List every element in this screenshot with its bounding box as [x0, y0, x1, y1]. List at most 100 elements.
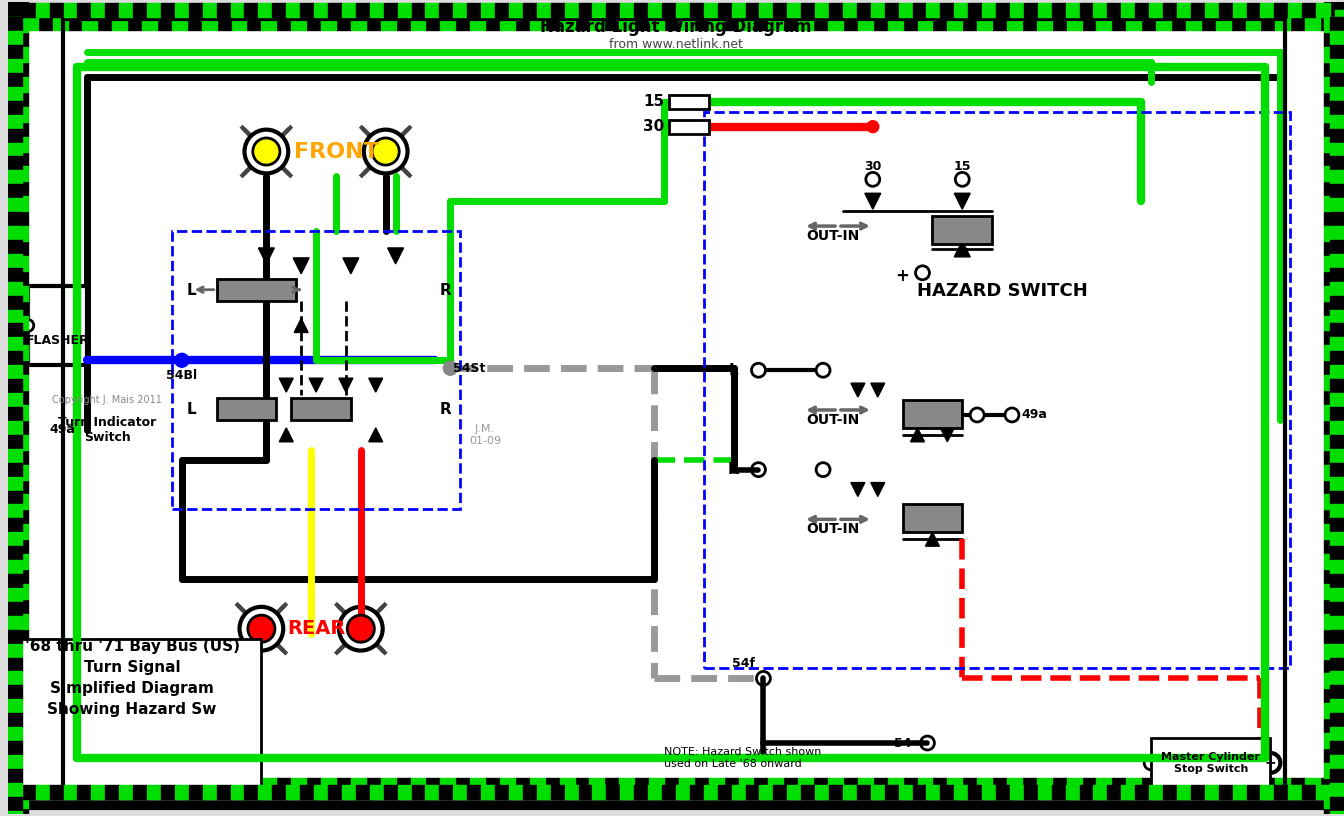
Bar	[1331, 672, 1344, 685]
Text: 54Bl: 54Bl	[167, 369, 198, 382]
Bar	[8, 778, 28, 792]
Bar	[8, 569, 28, 584]
Bar	[1331, 463, 1344, 477]
Bar	[1324, 763, 1344, 778]
Circle shape	[372, 138, 399, 165]
Bar	[292, 11, 306, 30]
Circle shape	[444, 361, 457, 375]
Bar	[97, 778, 113, 798]
Bar	[8, 181, 28, 197]
Bar	[1331, 644, 1344, 658]
Bar	[426, 11, 441, 30]
Bar	[172, 778, 187, 798]
Bar	[1335, 11, 1344, 30]
Bar	[872, 778, 887, 798]
Bar	[773, 3, 788, 17]
Bar	[1290, 778, 1305, 798]
Bar	[8, 560, 22, 574]
Bar	[8, 588, 22, 602]
Bar	[370, 3, 383, 17]
Bar	[1038, 3, 1052, 17]
Bar	[731, 3, 746, 17]
Bar	[1331, 338, 1344, 352]
Bar	[829, 3, 843, 17]
Bar	[992, 778, 1007, 798]
Bar	[8, 407, 22, 421]
Text: REAR: REAR	[286, 619, 345, 638]
Bar	[754, 778, 769, 798]
Bar	[1052, 785, 1066, 799]
Bar	[1219, 3, 1232, 17]
Bar	[8, 316, 28, 330]
Bar	[1331, 323, 1344, 338]
Bar	[8, 157, 22, 171]
Bar	[1331, 449, 1344, 463]
Bar	[8, 59, 22, 73]
Bar	[8, 405, 28, 420]
Bar	[1204, 3, 1219, 17]
Bar	[551, 785, 564, 799]
Text: +: +	[1265, 756, 1277, 770]
Bar	[36, 3, 50, 17]
Bar	[8, 703, 28, 718]
Bar	[1111, 11, 1126, 30]
Bar	[1289, 3, 1302, 17]
Bar	[8, 184, 22, 198]
Bar	[1009, 785, 1024, 799]
Bar	[8, 212, 22, 226]
Polygon shape	[258, 248, 274, 264]
Bar	[1082, 11, 1097, 30]
Bar	[1121, 3, 1136, 17]
Bar	[8, 86, 22, 101]
Bar	[689, 785, 704, 799]
Bar	[1324, 136, 1344, 152]
Bar	[1331, 727, 1344, 741]
Bar	[1232, 785, 1247, 799]
Text: L: L	[187, 283, 196, 298]
Bar	[887, 778, 903, 798]
Bar	[1079, 785, 1094, 799]
Bar	[8, 143, 22, 157]
Bar	[1331, 366, 1344, 379]
Bar	[1082, 778, 1097, 798]
Bar	[8, 659, 28, 673]
Bar	[1331, 602, 1344, 616]
Bar	[8, 107, 28, 122]
Bar	[8, 62, 28, 77]
Bar	[509, 3, 523, 17]
Bar	[996, 3, 1009, 17]
Bar	[470, 11, 485, 30]
Bar	[1324, 211, 1344, 226]
Polygon shape	[871, 482, 884, 496]
Bar	[277, 778, 292, 798]
Bar	[1331, 421, 1344, 435]
Bar	[495, 3, 509, 17]
Bar	[754, 11, 769, 30]
Bar	[634, 785, 648, 799]
Text: Master Cylinder
Stop Switch: Master Cylinder Stop Switch	[1161, 752, 1261, 774]
Bar	[1324, 614, 1344, 628]
Text: R: R	[727, 462, 739, 477]
Text: OUT-IN: OUT-IN	[806, 522, 860, 536]
Bar	[1149, 785, 1163, 799]
Bar	[8, 282, 22, 295]
Bar	[426, 3, 439, 17]
Bar	[97, 11, 113, 30]
Bar	[798, 778, 813, 798]
Bar	[1331, 713, 1344, 727]
Bar	[1302, 3, 1316, 17]
Bar	[551, 3, 564, 17]
Bar	[1331, 783, 1344, 796]
Bar	[1097, 778, 1111, 798]
Bar	[8, 602, 22, 616]
Bar	[8, 748, 28, 763]
Bar	[1036, 11, 1052, 30]
Bar	[1324, 792, 1344, 808]
Bar	[1324, 330, 1344, 345]
Bar	[1163, 3, 1177, 17]
Bar	[395, 11, 410, 30]
Polygon shape	[871, 384, 884, 397]
Bar	[1324, 122, 1344, 136]
Bar	[8, 494, 28, 509]
Bar	[1331, 101, 1344, 115]
